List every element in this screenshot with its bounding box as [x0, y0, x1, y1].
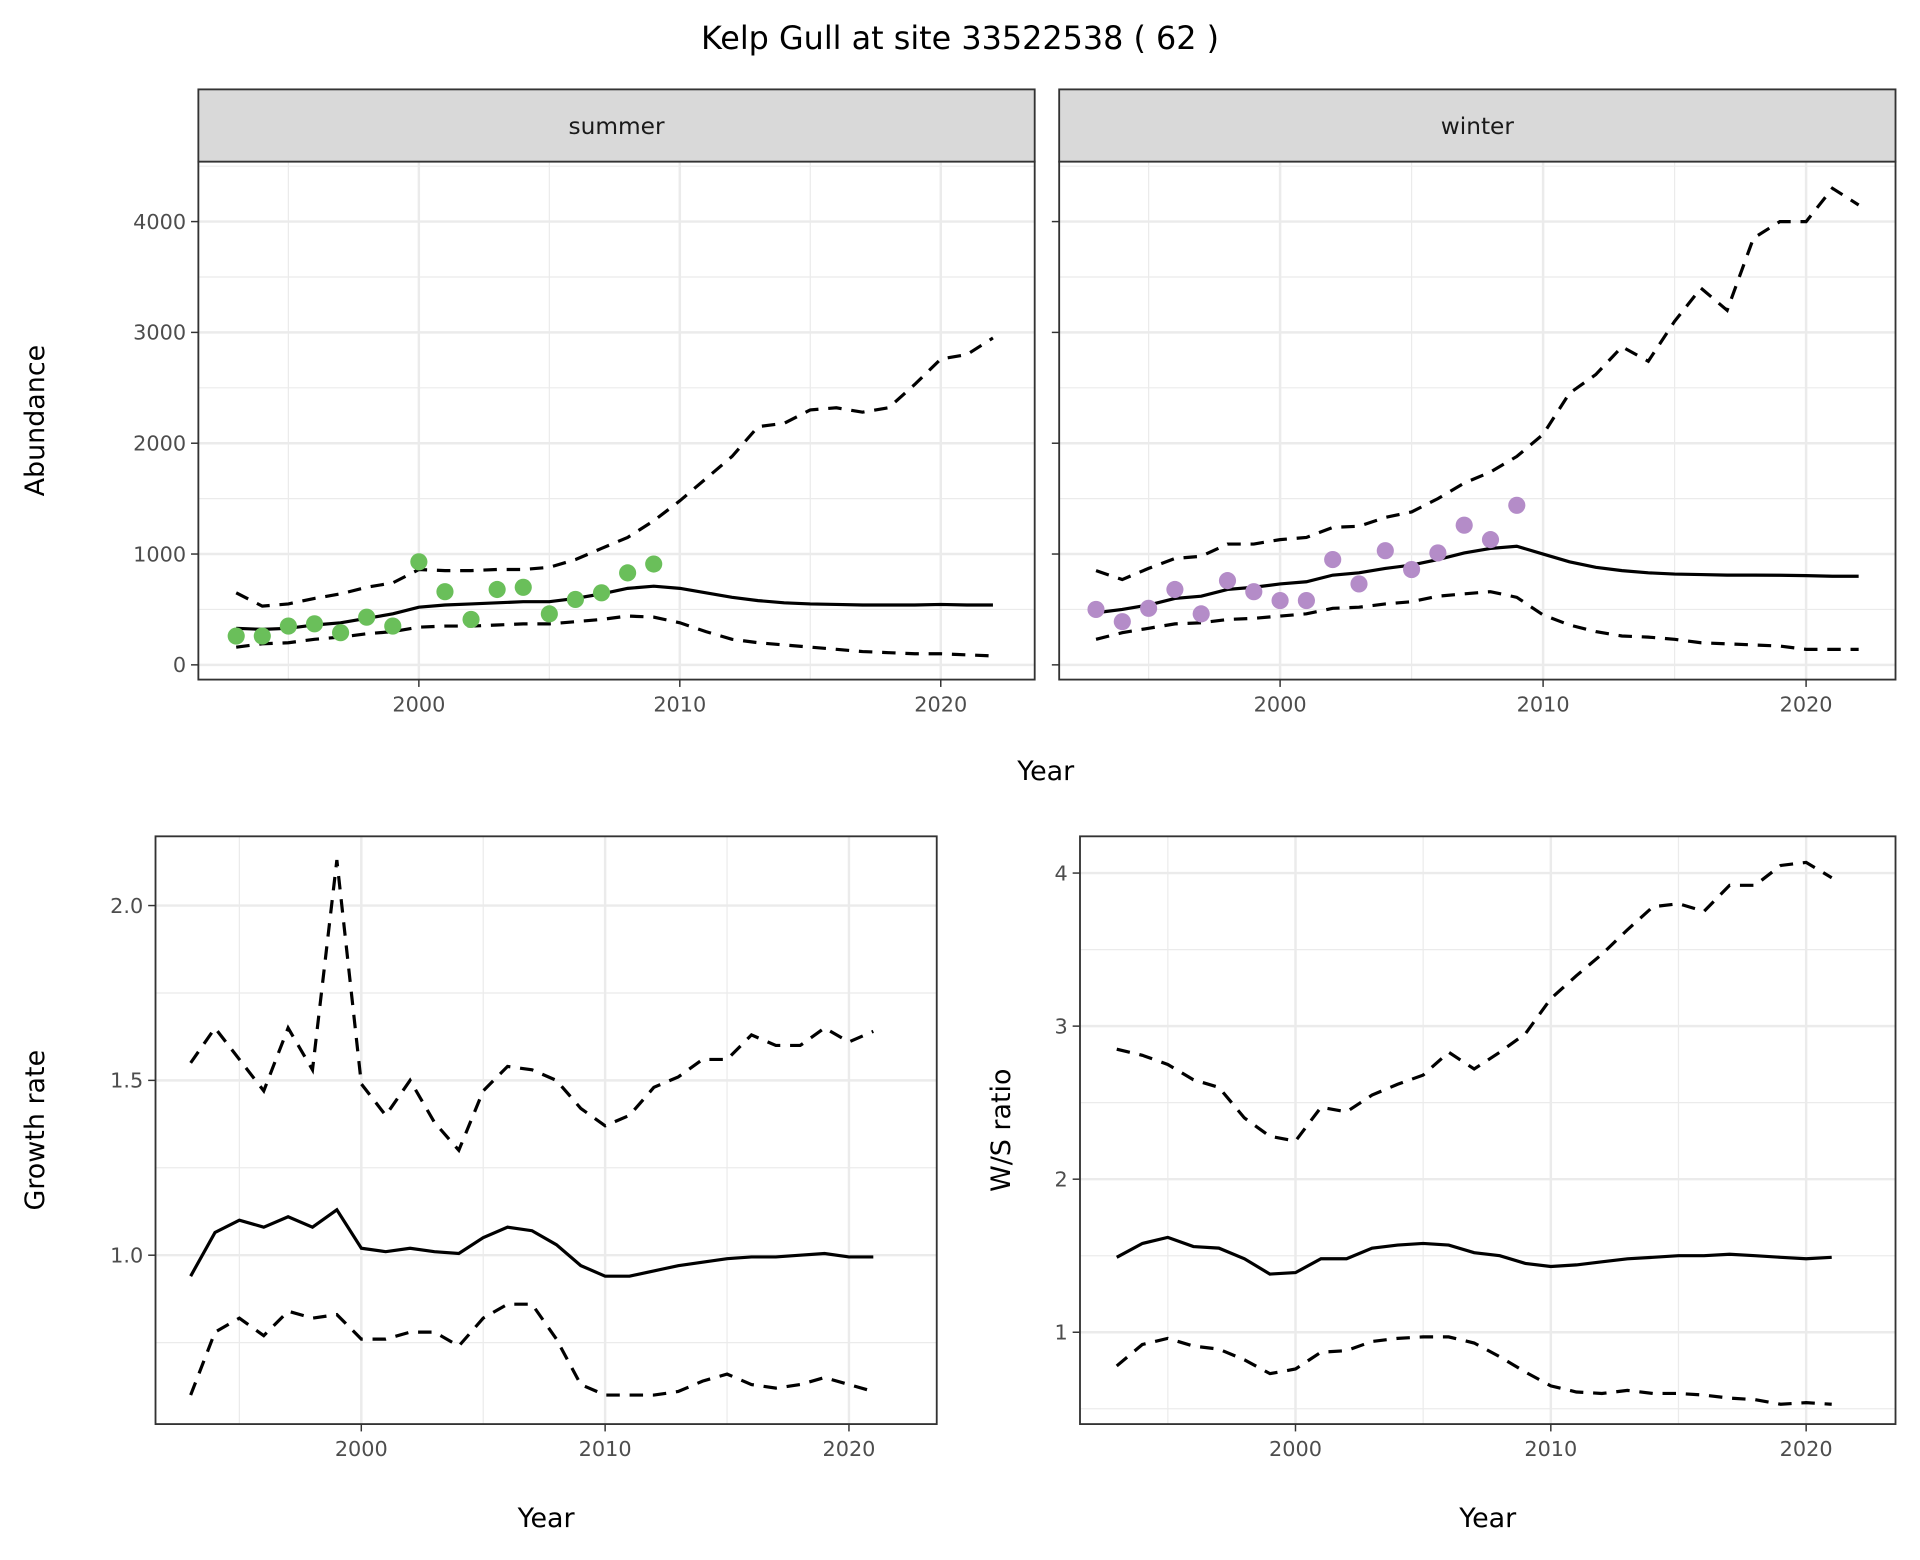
facet-strip-label: summer: [569, 113, 665, 140]
y-tick-label: 4000: [133, 210, 186, 234]
y-tick-label: 4: [1055, 861, 1068, 885]
x-tick-label: 2010: [653, 692, 706, 716]
x-tick-label: 2020: [1780, 692, 1833, 716]
data-point: [1113, 613, 1131, 631]
interval-line: [189, 859, 874, 1154]
plot-background: [155, 836, 937, 1425]
y-tick-label: 2.0: [110, 894, 143, 918]
data-point: [1455, 516, 1473, 534]
mean-line: [1115, 1235, 1832, 1276]
data-point: [279, 617, 297, 635]
panel-chart-3: 2000 2010 2020 1 2 3 4 W/S ratio Year: [986, 835, 1897, 1534]
data-point: [619, 564, 637, 582]
y-tick-label: 1.5: [110, 1069, 143, 1093]
facet-strip-label: winter: [1441, 113, 1515, 140]
data-point: [1166, 580, 1184, 599]
y-axis-label: Abundance: [20, 345, 51, 497]
data-point: [384, 617, 402, 635]
data-point: [1297, 592, 1315, 610]
data-point: [645, 555, 663, 573]
data-point: [1508, 496, 1526, 514]
interval-line: [1116, 860, 1833, 1143]
data-point: [1481, 531, 1500, 549]
y-tick-label: 3000: [133, 321, 186, 345]
y-axis-label: Growth rate: [20, 1050, 51, 1211]
interval-line: [1095, 590, 1859, 651]
y-tick-label: 0: [173, 653, 186, 677]
data-point: [1271, 592, 1289, 610]
data-point: [488, 580, 506, 599]
x-tick-label: 2010: [579, 1437, 632, 1461]
facet-strip: [197, 88, 1036, 163]
data-point: [1218, 572, 1237, 590]
data-point: [1087, 600, 1105, 619]
interval-line: [1115, 1335, 1832, 1406]
x-tick-label: 2000: [335, 1437, 388, 1461]
panel-border: [1079, 835, 1897, 1425]
data-point: [566, 590, 585, 609]
x-tick-label: 2010: [1517, 692, 1570, 716]
mean-line: [189, 1207, 874, 1278]
facet-strip: [1058, 88, 1897, 163]
data-point: [358, 608, 376, 626]
data-point: [1429, 544, 1447, 562]
data-point: [1403, 560, 1421, 579]
data-point: [253, 627, 271, 645]
plot-background: [198, 161, 1035, 680]
x-tick-label: 2000: [1269, 1437, 1322, 1461]
data-point: [1350, 575, 1368, 593]
mean-line: [1095, 544, 1859, 615]
data-point: [462, 610, 480, 628]
panel-chart-2: 2000 2010 2020 1.0 1.5 2.0 Growth rate Year: [20, 835, 938, 1534]
data-point: [436, 583, 454, 601]
plot-background: [1080, 836, 1896, 1425]
x-axis-label: Year: [1458, 1503, 1517, 1534]
data-point: [410, 553, 428, 571]
x-tick-label: 2000: [392, 692, 445, 716]
data-point: [332, 624, 350, 642]
data-point: [1324, 551, 1342, 569]
x-tick-label: 2020: [1780, 1437, 1833, 1461]
y-tick-label: 1.0: [110, 1244, 143, 1268]
x-tick-label: 2020: [914, 692, 967, 716]
plot-background: [1059, 161, 1896, 680]
x-axis-label: Year: [517, 1503, 576, 1534]
panel-winter: 2000 2010 2020 winter: [1051, 88, 1897, 716]
y-axis-label: W/S ratio: [986, 1068, 1017, 1191]
panel-border: [154, 835, 938, 1425]
data-point: [305, 615, 324, 633]
top-x-axis-label: Year: [1016, 756, 1075, 787]
x-tick-label: 2010: [1524, 1437, 1577, 1461]
figure-title: Kelp Gull at site 33522538 ( 62 ): [701, 19, 1219, 57]
data-point: [1140, 599, 1158, 617]
y-tick-label: 2000: [133, 432, 186, 456]
x-tick-label: 2020: [822, 1437, 875, 1461]
y-tick-label: 1000: [133, 542, 186, 566]
y-tick-label: 1: [1055, 1321, 1068, 1345]
x-tick-label: 2000: [1254, 692, 1307, 716]
data-point: [1192, 605, 1210, 623]
data-point: [1376, 542, 1394, 560]
data-point: [1245, 583, 1263, 601]
y-tick-label: 3: [1055, 1014, 1068, 1038]
y-tick-label: 2: [1055, 1168, 1068, 1192]
data-point: [592, 584, 611, 602]
data-point: [514, 578, 532, 596]
interval-line: [236, 614, 994, 658]
data-point: [540, 605, 558, 623]
panel-summer: 2000 2010 2020 0 1000 2000 3000 4000 summer Abund…: [20, 88, 1036, 716]
interval-line: [1095, 186, 1860, 582]
data-point: [227, 627, 245, 645]
